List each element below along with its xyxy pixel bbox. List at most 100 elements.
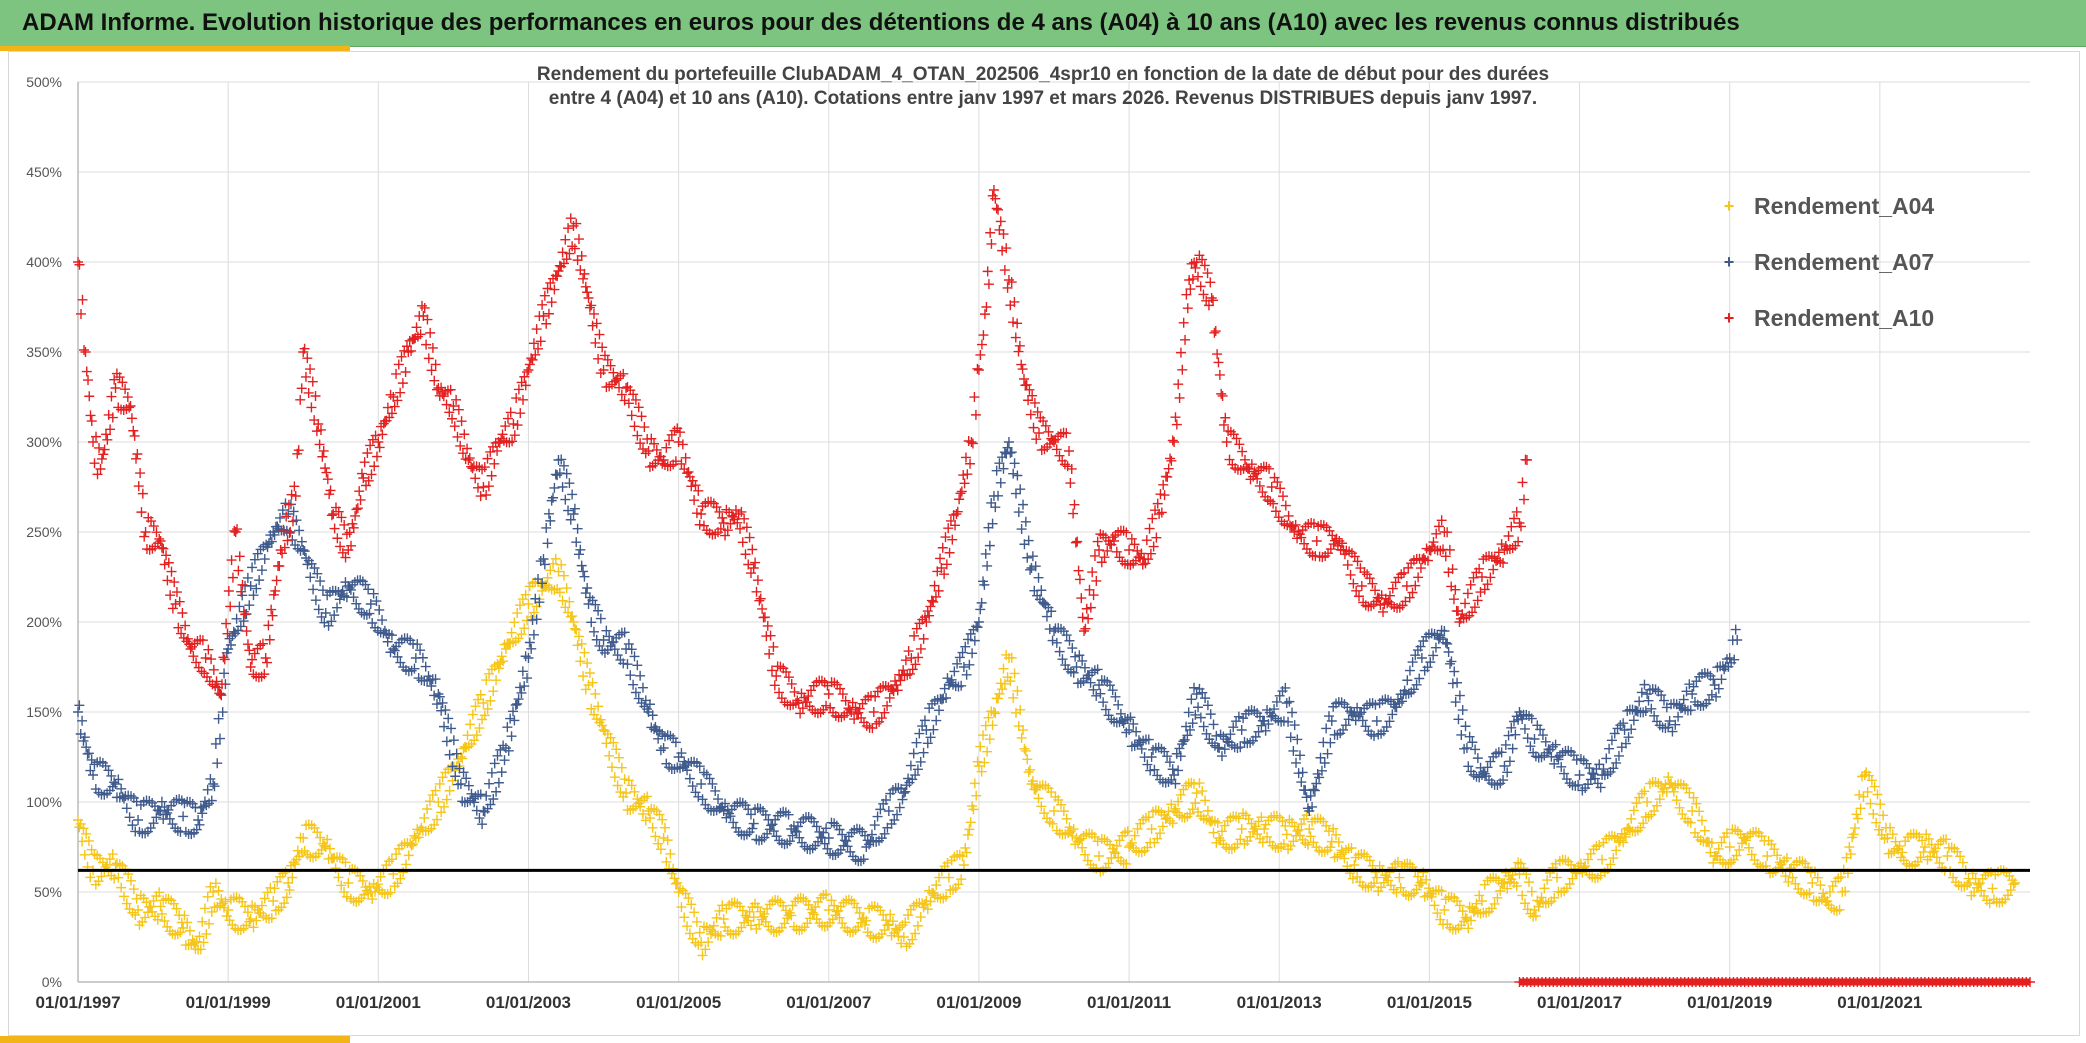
series-a04-marker: [485, 695, 496, 706]
series-a04-marker: [1436, 886, 1447, 897]
series-a04-point: [1964, 878, 1975, 888]
series-a04-point: [1094, 851, 1105, 861]
series-a04-marker: [1726, 857, 1737, 868]
series-a04-marker: [1325, 842, 1336, 853]
series-a07-marker: [251, 583, 262, 594]
series-a04-marker: [565, 611, 576, 622]
series-a04-marker: [220, 896, 231, 907]
series-a10-marker: [262, 657, 273, 668]
series-a07-marker: [549, 482, 560, 493]
series-a10-marker: [98, 449, 109, 460]
series-a07-marker: [1463, 761, 1474, 772]
series-a07-point: [538, 554, 549, 564]
series-a04-marker: [1708, 857, 1719, 868]
series-a07-marker: [238, 616, 249, 627]
series-a07-marker: [1098, 697, 1109, 708]
series-a10-marker: [1264, 463, 1275, 474]
series-a04-point: [1552, 872, 1563, 883]
series-a10-marker: [882, 700, 893, 711]
series-a07-marker: [244, 600, 255, 611]
series-a10-marker: [237, 579, 248, 590]
series-a10-point: [553, 266, 564, 276]
series-a04-marker: [1706, 837, 1717, 848]
series-a04-marker: [1542, 875, 1553, 886]
series-a10-marker: [1257, 487, 1268, 498]
series-a04-marker: [1848, 829, 1859, 840]
series-a10-marker: [1166, 455, 1177, 466]
series-a04-point: [673, 887, 684, 897]
series-a04-marker: [528, 607, 539, 618]
series-a04-marker: [1632, 825, 1643, 836]
series-a10-marker: [694, 519, 705, 530]
series-a04-point: [283, 878, 294, 888]
series-a10-point: [621, 383, 632, 393]
series-a07-marker: [630, 687, 641, 698]
series-a10-marker: [359, 457, 370, 468]
series-a10-marker: [400, 366, 411, 377]
series-a04-marker: [1504, 876, 1515, 887]
series-a07-marker: [969, 635, 980, 646]
series-a10-marker: [744, 532, 755, 543]
series-a07-marker: [496, 767, 507, 778]
series-a04-marker: [458, 743, 469, 754]
series-a07-marker: [941, 692, 952, 703]
series-a10-marker: [1431, 528, 1442, 539]
series-a10-point: [771, 671, 782, 681]
series-a04-marker: [1036, 801, 1047, 812]
series-a10-marker: [535, 336, 546, 347]
series-a04-marker: [960, 842, 971, 853]
series-a10-marker: [745, 568, 756, 579]
series-a07-marker: [451, 748, 462, 759]
series-a10-marker: [425, 327, 436, 338]
series-a07-marker: [894, 802, 905, 813]
series-a04-marker: [1519, 898, 1530, 909]
series-a07-marker: [106, 770, 117, 781]
series-a07-marker: [510, 700, 521, 711]
series-a10-marker: [84, 391, 95, 402]
series-a04-marker: [885, 909, 896, 920]
series-a10-marker: [1096, 557, 1107, 568]
series-a10-marker: [661, 442, 672, 453]
series-a07-marker: [1446, 656, 1457, 667]
series-a07-marker: [834, 824, 845, 835]
series-a10-marker: [233, 565, 244, 576]
series-a04-marker: [336, 880, 347, 891]
series-a04-marker: [1009, 668, 1020, 679]
series-a04-marker: [312, 827, 323, 838]
series-a04-marker: [519, 623, 530, 634]
series-a04-marker: [201, 928, 212, 939]
series-a04-point: [245, 914, 256, 924]
series-a10-marker: [397, 378, 408, 389]
series-a04-point: [365, 887, 376, 897]
series-a10-marker: [940, 532, 951, 543]
series-a04-marker: [1780, 871, 1791, 882]
series-a10-marker: [680, 452, 691, 463]
series-a04-marker: [590, 688, 601, 699]
series-a07-marker: [1628, 715, 1639, 726]
series-a04-point: [1281, 829, 1292, 840]
series-a07-marker: [542, 538, 553, 549]
series-a04-marker: [1651, 800, 1662, 811]
series-a04-marker: [340, 857, 351, 868]
series-a04-marker: [1067, 830, 1078, 841]
series-a04-point: [1169, 806, 1180, 816]
series-a10-marker: [815, 707, 826, 718]
series-a07-marker: [565, 514, 576, 525]
series-a04-marker: [1671, 795, 1682, 806]
series-a07-marker: [1519, 723, 1530, 734]
series-a04-marker: [1005, 676, 1016, 687]
series-a04-marker: [78, 823, 89, 834]
series-a04-marker: [647, 822, 658, 833]
series-a07-marker: [563, 505, 574, 516]
series-a04-marker: [1536, 892, 1547, 903]
series-a04-marker: [854, 907, 865, 918]
series-a07-marker: [741, 829, 752, 840]
series-a10-marker: [1177, 364, 1188, 375]
series-a07-marker: [803, 811, 814, 822]
series-a04-point: [1191, 788, 1202, 798]
series-a07-marker: [209, 781, 220, 792]
series-a04-marker: [242, 907, 253, 918]
series-a04-marker: [637, 808, 648, 819]
legend-label-a04: Rendement_A04: [1754, 192, 1935, 219]
series-a10-marker: [967, 438, 978, 449]
